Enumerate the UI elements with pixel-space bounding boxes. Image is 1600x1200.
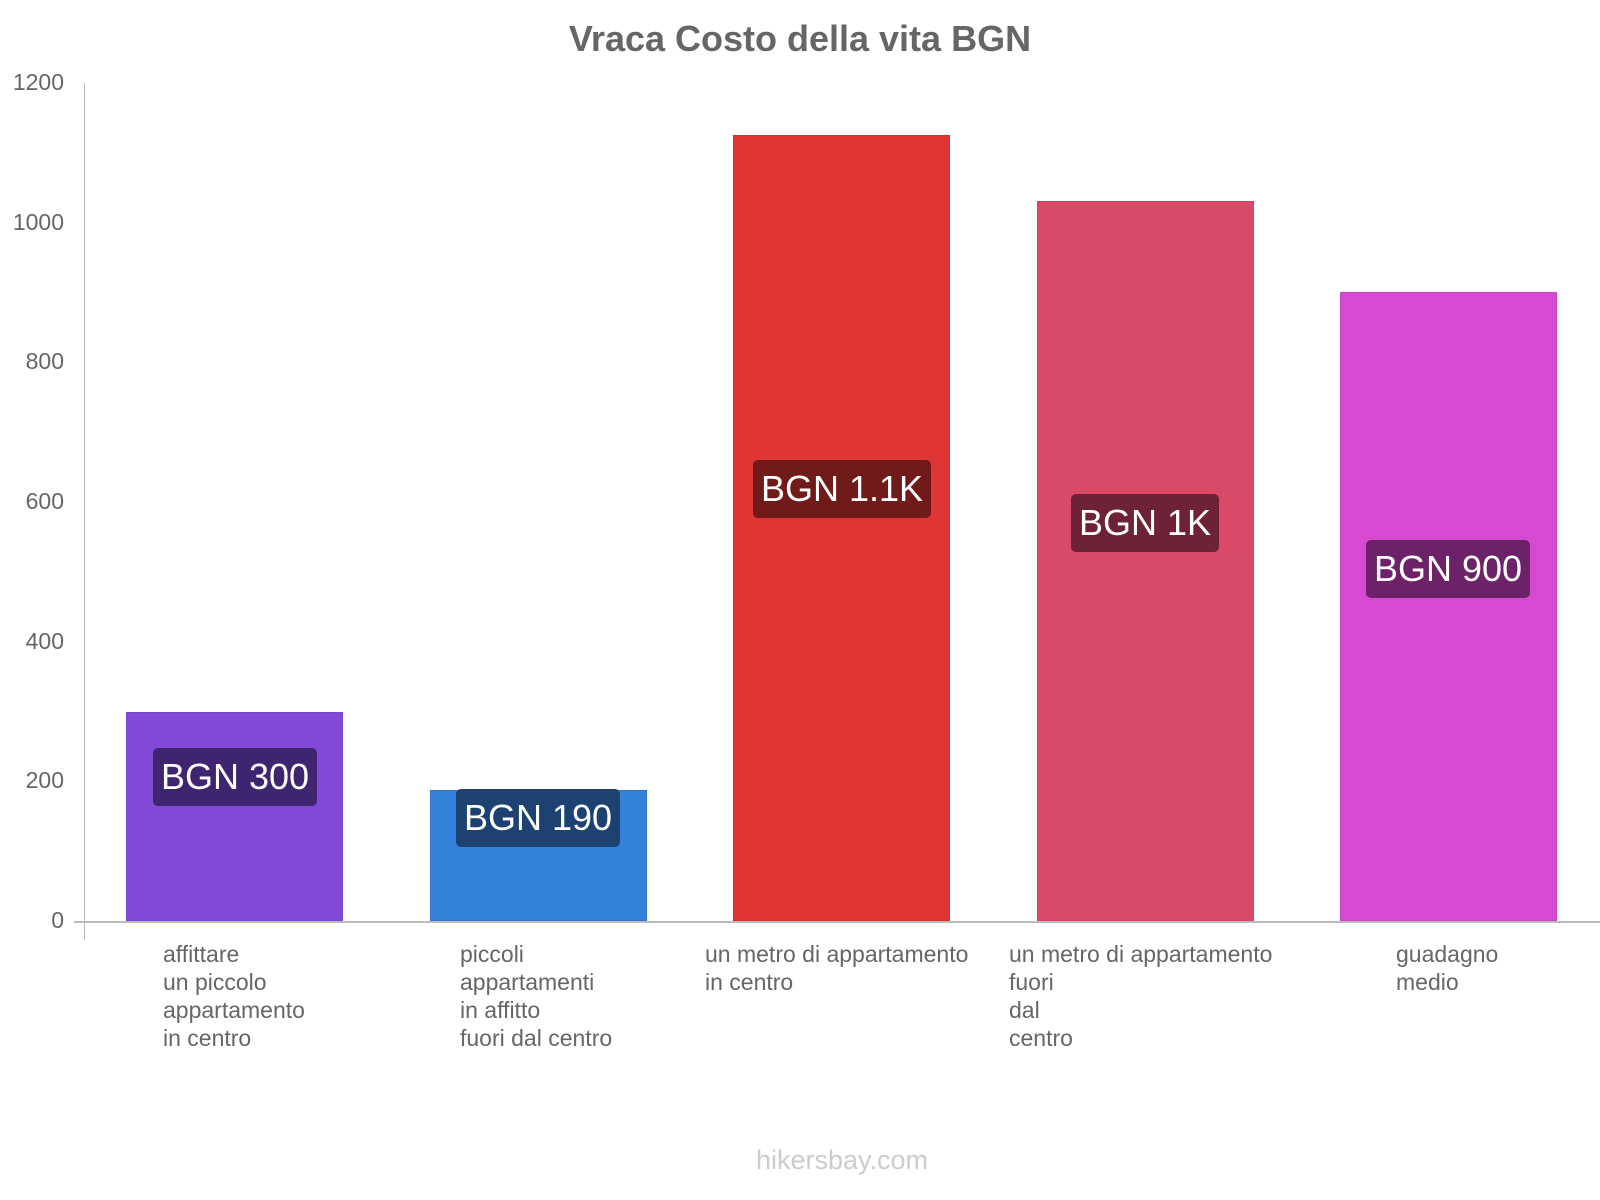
x-tick-label: affittare un piccolo appartamento in cen…: [163, 941, 305, 1051]
x-tick-label: piccoli appartamenti in affitto fuori da…: [460, 941, 613, 1051]
x-tick-label: un metro di appartamento fuori dal centr…: [1009, 941, 1273, 1051]
x-tick-label: guadagno medio: [1396, 941, 1499, 995]
y-tick-label: 1000: [12, 209, 64, 235]
watermark: hikersbay.com: [755, 1145, 929, 1175]
y-tick-label: 800: [25, 348, 64, 374]
bar-rent-small-center: [126, 712, 343, 921]
y-tick-label: 0: [51, 907, 64, 933]
chart-title: Vraca Costo della vita BGN: [568, 18, 1032, 59]
x-tick-label: un metro di appartamento in centro: [705, 941, 969, 995]
y-axis-line: [84, 83, 85, 940]
bar-value-label: BGN 900: [1365, 540, 1531, 598]
bar-value-label: BGN 190: [455, 789, 621, 847]
y-tick-label: 200: [25, 767, 64, 793]
y-tick-label: 600: [25, 488, 64, 514]
bar-sqm-outside: [1037, 201, 1254, 921]
bar-value-label: BGN 1K: [1070, 494, 1220, 552]
y-tick-label: 1200: [12, 69, 64, 95]
bar-average-salary: [1340, 292, 1557, 921]
x-axis-line: [74, 921, 1600, 923]
bar-value-label: BGN 1.1K: [752, 460, 932, 518]
bar-sqm-center: [733, 135, 950, 921]
bar-value-label: BGN 300: [152, 748, 318, 806]
y-tick-label: 400: [25, 628, 64, 654]
